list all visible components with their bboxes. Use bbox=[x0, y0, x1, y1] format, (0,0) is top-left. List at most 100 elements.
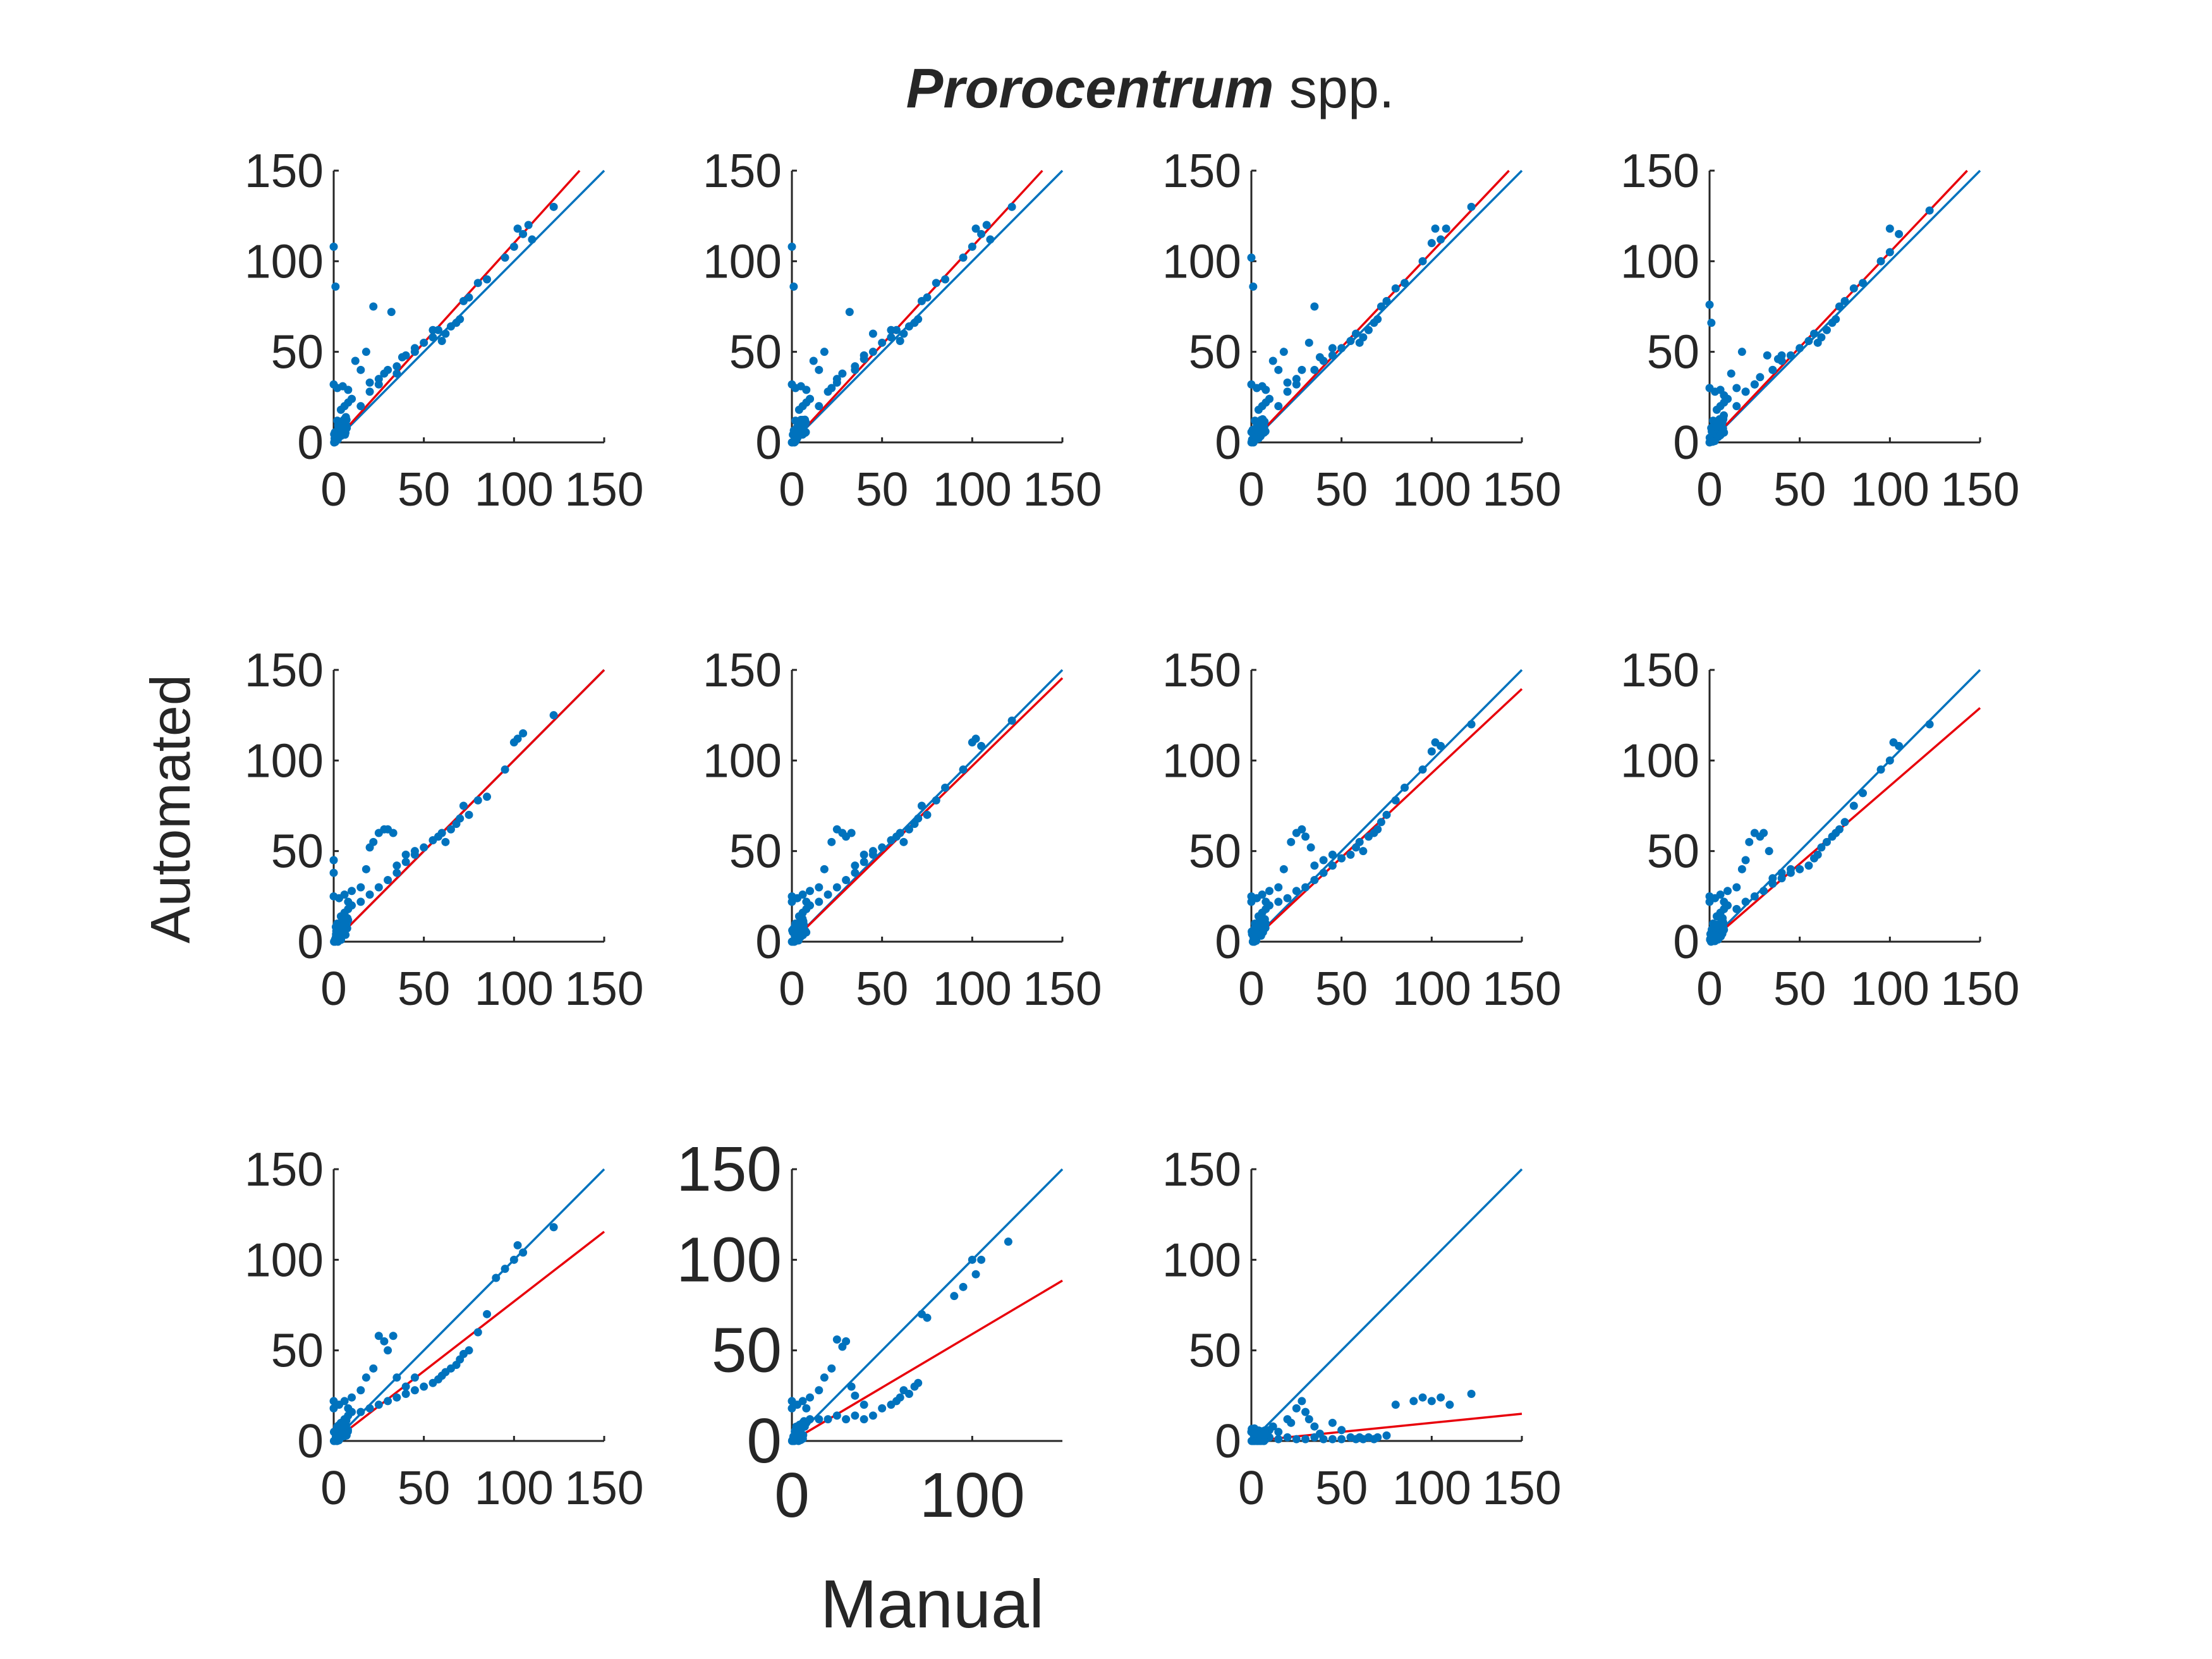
data-point bbox=[1310, 861, 1319, 870]
data-point bbox=[1707, 319, 1716, 327]
data-point bbox=[1328, 344, 1337, 353]
data-point bbox=[1310, 302, 1319, 311]
data-point bbox=[1427, 747, 1436, 756]
fit-line bbox=[791, 677, 1064, 943]
data-point bbox=[420, 843, 428, 852]
data-point bbox=[1373, 315, 1382, 324]
data-point bbox=[465, 810, 473, 819]
data-point bbox=[459, 801, 468, 810]
x-tick-label: 100 bbox=[475, 1461, 554, 1514]
data-point bbox=[1257, 416, 1266, 425]
title-rest: spp. bbox=[1274, 57, 1395, 119]
data-point bbox=[977, 741, 986, 750]
data-point bbox=[896, 829, 904, 837]
data-point bbox=[790, 428, 799, 437]
data-point bbox=[356, 365, 365, 374]
data-point bbox=[1355, 837, 1364, 846]
data-point bbox=[832, 378, 841, 387]
data-point bbox=[1328, 1435, 1337, 1443]
x-tick-label: 50 bbox=[398, 1461, 450, 1514]
data-point bbox=[1437, 741, 1445, 750]
data-point bbox=[1274, 1435, 1283, 1443]
y-tick-label: 150 bbox=[1620, 643, 1699, 696]
data-point bbox=[1745, 837, 1754, 846]
y-tick-label: 150 bbox=[703, 643, 782, 696]
data-point bbox=[1777, 868, 1786, 877]
data-point bbox=[851, 861, 860, 870]
data-point bbox=[1259, 918, 1268, 927]
data-point bbox=[330, 438, 339, 447]
x-tick-label: 150 bbox=[564, 463, 643, 516]
data-point bbox=[348, 394, 356, 403]
x-tick-label: 100 bbox=[1392, 1461, 1471, 1514]
data-point bbox=[971, 1270, 980, 1279]
data-point bbox=[392, 369, 401, 378]
data-point bbox=[1467, 720, 1476, 729]
data-point bbox=[339, 424, 348, 433]
data-point bbox=[923, 810, 932, 819]
data-point bbox=[806, 394, 815, 403]
data-point bbox=[330, 937, 339, 946]
data-point bbox=[827, 384, 836, 392]
data-point bbox=[1759, 887, 1768, 896]
data-point bbox=[847, 1382, 856, 1391]
y-tick-label: 50 bbox=[271, 1324, 324, 1377]
data-point bbox=[827, 1364, 836, 1373]
data-point bbox=[492, 1273, 501, 1282]
data-point bbox=[1796, 865, 1804, 873]
data-point bbox=[329, 242, 338, 251]
data-point bbox=[1304, 1415, 1313, 1424]
y-tick-label: 50 bbox=[729, 825, 782, 878]
data-point bbox=[968, 1255, 976, 1264]
data-point bbox=[1723, 394, 1732, 403]
data-point bbox=[1274, 1428, 1283, 1437]
x-tick-label: 100 bbox=[920, 1460, 1025, 1531]
data-point bbox=[1822, 837, 1831, 846]
data-point bbox=[887, 333, 896, 342]
data-point bbox=[851, 868, 860, 877]
y-tick-label: 100 bbox=[245, 234, 324, 288]
data-point bbox=[1315, 353, 1324, 362]
data-point bbox=[441, 329, 450, 338]
data-point bbox=[1376, 302, 1385, 311]
data-point bbox=[1373, 1433, 1382, 1442]
data-point bbox=[1292, 1435, 1301, 1443]
data-point bbox=[847, 829, 856, 837]
data-point bbox=[1437, 235, 1445, 244]
data-point bbox=[1351, 329, 1360, 338]
data-point bbox=[788, 937, 797, 946]
data-point bbox=[838, 369, 847, 378]
data-point bbox=[799, 1423, 808, 1431]
x-tick-label: 100 bbox=[475, 463, 554, 516]
data-point bbox=[1437, 1393, 1445, 1402]
data-point bbox=[1768, 874, 1777, 883]
data-point bbox=[820, 1373, 829, 1382]
data-point bbox=[1418, 1393, 1427, 1402]
y-tick-label: 50 bbox=[1189, 1324, 1241, 1377]
x-tick-label: 150 bbox=[564, 962, 643, 1015]
data-point bbox=[473, 796, 482, 805]
data-point bbox=[1249, 282, 1258, 291]
figure-title: Prorocentrum spp. bbox=[906, 57, 1395, 119]
data-point bbox=[380, 1337, 389, 1346]
data-point bbox=[384, 1346, 392, 1355]
data-point bbox=[1319, 856, 1328, 865]
data-point bbox=[1895, 741, 1904, 750]
data-point bbox=[1759, 829, 1768, 837]
data-point bbox=[1737, 348, 1746, 356]
identity-line bbox=[1250, 1168, 1523, 1442]
data-point bbox=[1741, 387, 1750, 396]
y-tick-label: 100 bbox=[1162, 234, 1241, 288]
data-point bbox=[1287, 837, 1296, 846]
data-point bbox=[465, 1346, 473, 1355]
data-point bbox=[878, 1404, 887, 1413]
data-point bbox=[1315, 1430, 1324, 1438]
data-point bbox=[986, 235, 995, 244]
data-point bbox=[501, 765, 509, 774]
y-tick-label: 150 bbox=[676, 1134, 782, 1205]
data-point bbox=[348, 1393, 356, 1402]
data-point bbox=[329, 856, 338, 865]
